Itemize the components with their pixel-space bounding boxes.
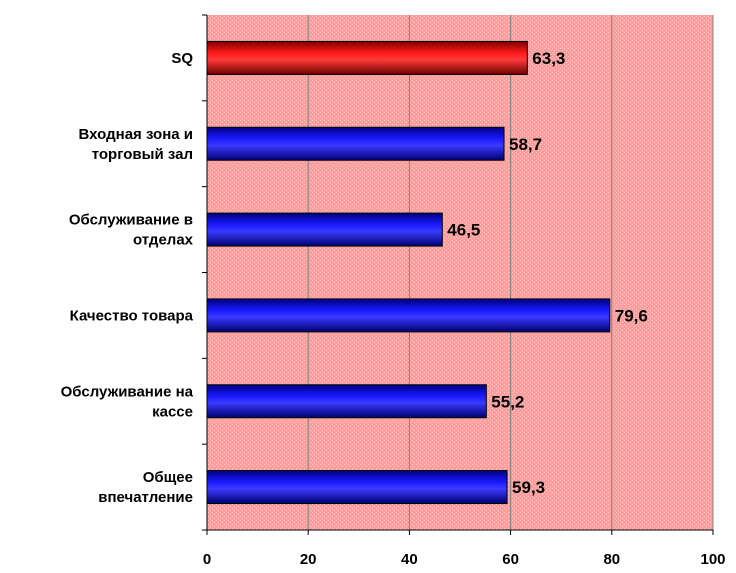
category-label-line: впечатление [98,489,193,506]
category-label-1: Входная зона и торговый зал [79,126,193,163]
category-label-3: Качество товара [70,307,194,324]
bar-0 [206,40,528,75]
category-label-4: Обслуживание на кассе [61,383,194,420]
x-tick-label-0: 0 [203,551,211,568]
category-label-line: Качество товара [70,307,194,324]
bar-3 [206,298,611,333]
category-label-line: отделах [133,232,194,249]
bar-1 [206,126,505,161]
category-label-2: Обслуживание в отделах [69,212,194,249]
x-tick-label-4: 80 [603,551,620,568]
category-label-line: кассе [152,403,193,420]
value-label-3: 79,6 [615,306,648,325]
x-tick-label-3: 60 [502,551,519,568]
category-label-line: Входная зона и [79,126,193,143]
value-label-4: 55,2 [491,392,524,411]
x-tick-labels: 0 20 40 60 80 100 [203,551,726,568]
bar-2 [206,212,443,247]
axes [202,14,714,535]
value-label-1: 58,7 [509,135,542,154]
value-labels: 63,3 58,7 46,5 79,6 55,2 59,3 [447,49,648,497]
plot-area [207,15,713,530]
category-label-5: Общее впечатление [98,469,193,506]
grid-lines [307,15,714,530]
value-label-2: 46,5 [447,221,480,240]
bars [206,40,611,505]
category-label-line: SQ [171,50,193,67]
x-tick-label-5: 100 [700,551,725,568]
category-labels: SQ Входная зона и торговый зал Обслуживание… [61,50,194,506]
x-tick-label-2: 40 [401,551,418,568]
bar-4 [206,384,487,419]
category-label-0: SQ [171,50,193,67]
category-label-line: Обслуживание на [61,383,194,400]
category-label-line: Обслуживание в [69,212,193,229]
category-label-line: Общее [143,469,193,486]
x-tick-label-1: 20 [300,551,317,568]
bar-5 [206,470,508,505]
category-label-line: торговый зал [92,146,193,163]
value-label-5: 59,3 [512,478,545,497]
value-label-0: 63,3 [532,49,565,68]
